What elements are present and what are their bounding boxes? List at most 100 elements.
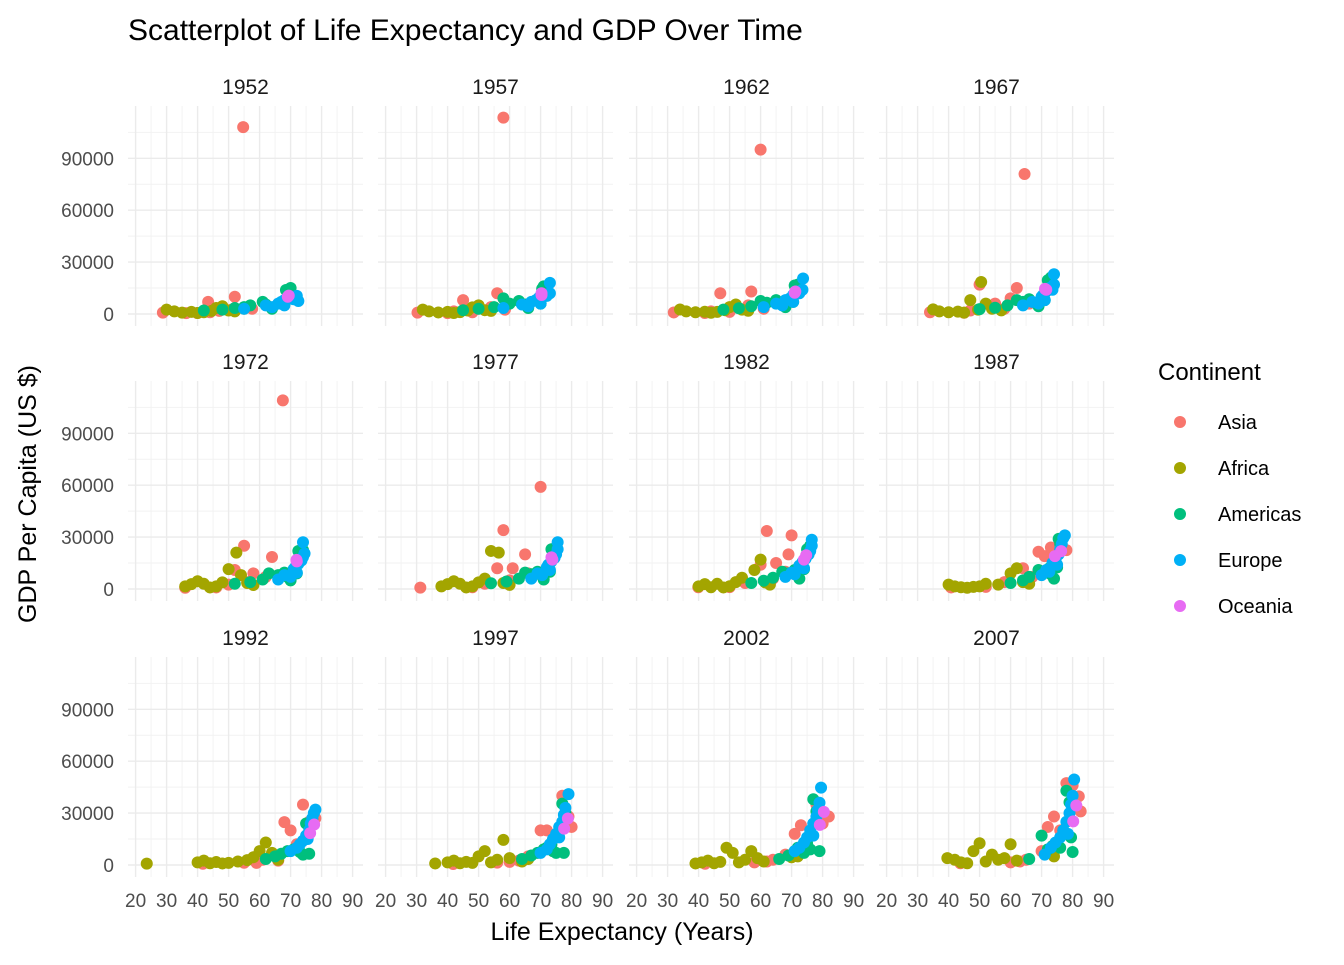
facet-label: 2002 xyxy=(723,627,770,650)
y-tick-label: 30000 xyxy=(61,528,114,549)
x-tick-label: 20 xyxy=(125,891,146,912)
data-point-oceania xyxy=(1067,815,1080,828)
x-tick-label: 70 xyxy=(280,891,301,912)
data-point-asia xyxy=(457,294,470,307)
data-point-oceania xyxy=(1048,550,1061,563)
data-point-asia xyxy=(228,290,241,303)
x-tick-label: 90 xyxy=(1093,891,1114,912)
data-point-asia xyxy=(785,529,798,542)
data-point-asia xyxy=(497,111,510,124)
data-point-europe xyxy=(309,803,322,816)
x-tick-label: 20 xyxy=(626,891,647,912)
data-point-americas xyxy=(1023,570,1036,583)
data-point-americas xyxy=(500,575,513,588)
data-point-africa xyxy=(757,855,770,868)
data-point-africa xyxy=(176,306,189,319)
data-point-africa xyxy=(140,857,153,870)
data-point-africa xyxy=(1004,838,1017,851)
data-point-americas xyxy=(457,304,470,317)
x-tick-label: 40 xyxy=(187,891,208,912)
data-point-oceania xyxy=(789,285,802,298)
data-point-europe xyxy=(551,536,564,549)
data-point-africa xyxy=(429,857,442,870)
x-tick-label: 70 xyxy=(781,891,802,912)
x-tick-label: 50 xyxy=(468,891,489,912)
data-point-africa xyxy=(998,852,1011,865)
data-point-europe xyxy=(238,302,251,315)
data-point-europe xyxy=(543,563,556,576)
data-point-africa xyxy=(497,833,510,846)
data-point-africa xyxy=(680,305,693,318)
data-point-europe xyxy=(292,295,305,308)
data-point-europe xyxy=(562,788,575,801)
facet-label: 1977 xyxy=(472,351,519,374)
data-point-oceania xyxy=(798,553,810,566)
x-tick-label: 80 xyxy=(561,891,582,912)
data-point-africa xyxy=(259,836,272,849)
data-point-africa xyxy=(992,578,1005,591)
x-tick-label: 40 xyxy=(437,891,458,912)
data-point-americas xyxy=(262,567,275,580)
data-point-europe xyxy=(1017,299,1029,312)
data-point-europe xyxy=(1038,294,1051,307)
data-point-asia xyxy=(297,798,309,811)
data-point-americas xyxy=(1035,829,1048,842)
data-point-americas xyxy=(303,847,316,860)
facet-label: 1992 xyxy=(222,627,269,650)
y-tick-label: 30000 xyxy=(61,804,114,825)
data-point-asia xyxy=(540,824,553,837)
data-point-americas xyxy=(228,577,241,590)
data-point-asia xyxy=(534,480,547,493)
data-point-asia xyxy=(745,285,758,298)
data-point-europe xyxy=(1068,773,1081,786)
data-point-africa xyxy=(689,306,702,319)
data-point-asia xyxy=(714,287,727,300)
y-tick-label: 90000 xyxy=(61,700,114,721)
data-point-americas xyxy=(1001,299,1014,312)
y-tick-label: 90000 xyxy=(61,149,114,170)
data-point-europe xyxy=(297,536,309,549)
facet-label: 1987 xyxy=(973,351,1020,374)
data-point-oceania xyxy=(1070,799,1083,812)
x-tick-label: 80 xyxy=(1062,891,1083,912)
data-point-americas xyxy=(813,845,826,858)
data-point-europe xyxy=(543,276,556,289)
data-point-asia xyxy=(276,394,289,407)
data-point-asia xyxy=(278,816,291,829)
data-point-europe xyxy=(534,297,547,310)
data-point-americas xyxy=(259,852,272,865)
data-point-asia xyxy=(794,819,807,832)
legend-label-americas: Americas xyxy=(1218,504,1301,526)
data-point-asia xyxy=(266,550,278,563)
x-tick-label: 60 xyxy=(750,891,771,912)
data-point-europe xyxy=(787,295,800,308)
facet-label: 1957 xyxy=(472,76,519,99)
data-point-africa xyxy=(216,576,229,589)
data-point-africa xyxy=(1010,854,1023,867)
data-point-africa xyxy=(231,855,244,868)
data-point-africa xyxy=(933,305,946,318)
data-point-africa xyxy=(222,563,235,576)
legend-key-americas xyxy=(1174,508,1186,520)
data-point-oceania xyxy=(282,289,295,302)
legend-label-africa: Africa xyxy=(1218,458,1270,480)
data-point-asia xyxy=(782,548,795,561)
x-axis-title: Life Expectancy (Years) xyxy=(490,918,753,946)
data-point-europe xyxy=(805,533,818,546)
facet-label: 1982 xyxy=(723,351,770,374)
data-point-africa xyxy=(754,553,767,566)
data-point-europe xyxy=(298,547,311,560)
data-point-americas xyxy=(244,576,257,589)
data-point-oceania xyxy=(535,287,548,300)
data-point-asia xyxy=(506,562,519,575)
data-point-africa xyxy=(1010,562,1023,575)
data-point-europe xyxy=(797,272,810,285)
data-point-africa xyxy=(491,853,504,866)
data-point-americas xyxy=(973,303,986,316)
data-point-americas xyxy=(557,846,570,859)
legend-label-asia: Asia xyxy=(1218,412,1258,434)
x-tick-label: 20 xyxy=(375,891,396,912)
data-point-asia xyxy=(1048,810,1060,823)
data-point-asia xyxy=(519,548,532,561)
